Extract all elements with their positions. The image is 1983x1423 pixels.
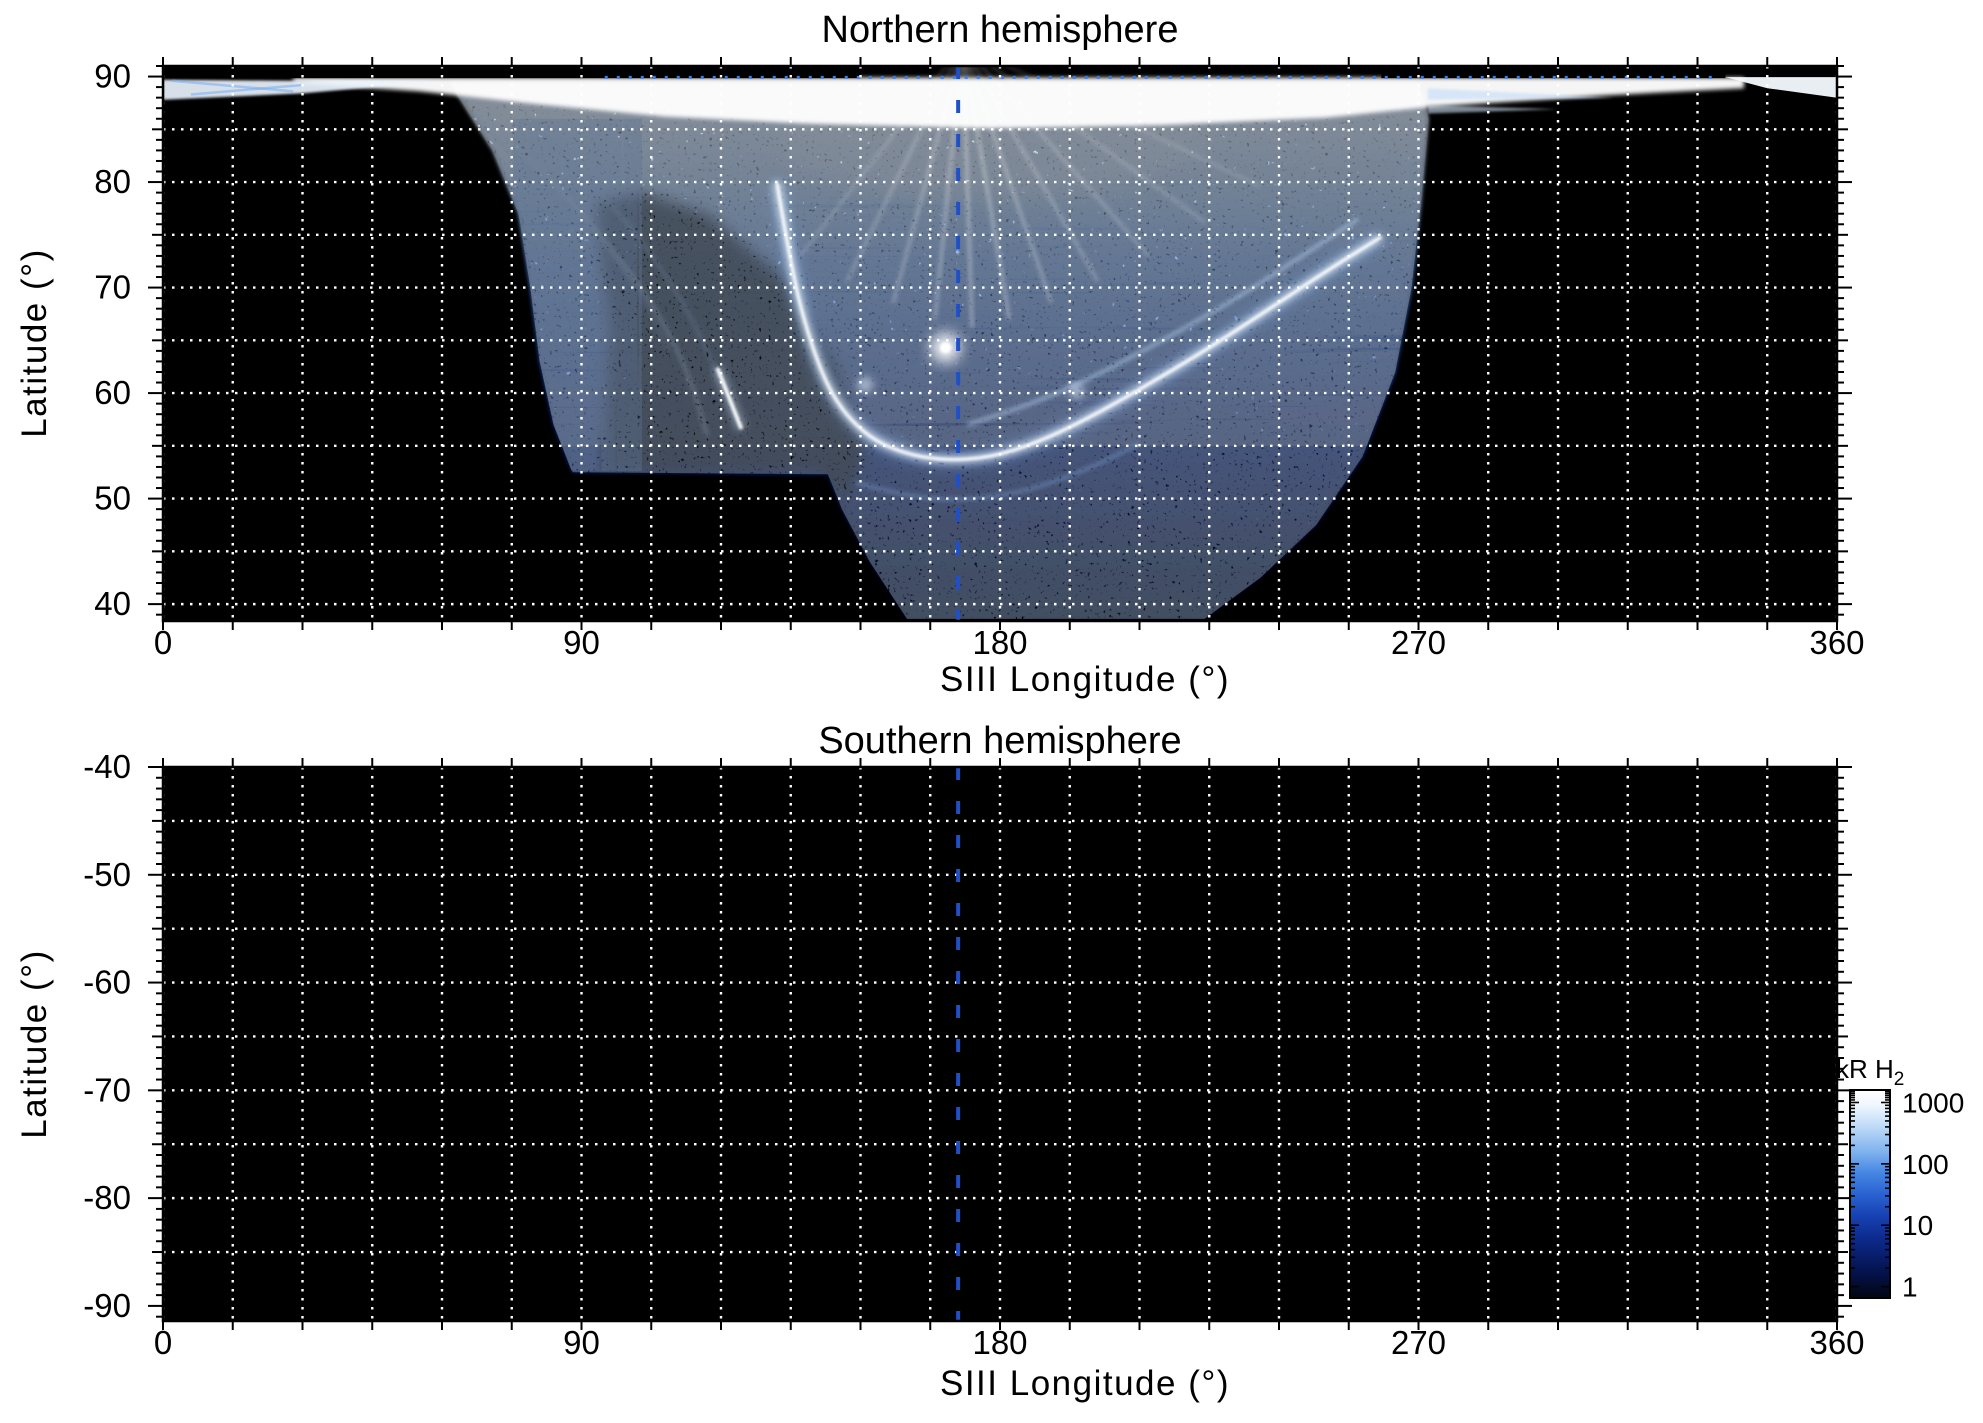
y-tick-label: -60: [83, 964, 131, 1001]
north-y-axis-title: Latitude (°): [15, 248, 54, 438]
y-tick-label: -40: [83, 748, 131, 785]
x-tick-label: 360: [1809, 624, 1864, 661]
x-tick-label: 180: [972, 624, 1027, 661]
y-tick-label: 70: [94, 269, 131, 306]
axis-ticks: [148, 57, 1852, 630]
north-x-axis-title: SIII Longitude (°): [940, 660, 1230, 699]
south-x-axis-title: SIII Longitude (°): [940, 1364, 1230, 1403]
chart-render-layer: 0 90 180 270 360 90 80 70 60 50 40 0 90 180 270 360 -40 -…: [83, 57, 1964, 1361]
y-tick-label: 60: [94, 374, 131, 411]
tick-labels: 0 90 180 270 360 -40 -50 -60 -70 -80 -90: [83, 748, 1864, 1361]
south-panel-title: Southern hemisphere: [818, 720, 1181, 762]
x-tick-label: 0: [154, 1324, 172, 1361]
x-tick-label: 270: [1391, 624, 1446, 661]
y-tick-label: 80: [94, 163, 131, 200]
grid-lines: [163, 767, 1837, 1321]
colorbar-tick-label: 1: [1902, 1272, 1918, 1303]
north-panel-title: Northern hemisphere: [822, 9, 1179, 51]
colorbar-gradient: [1850, 1090, 1890, 1298]
x-tick-label: 0: [154, 624, 172, 661]
axis-ticks: [148, 758, 1852, 1330]
y-tick-label: -90: [83, 1287, 131, 1324]
x-tick-label: 360: [1809, 1324, 1864, 1361]
y-tick-label: -70: [83, 1071, 131, 1108]
south-y-axis-title: Latitude (°): [15, 949, 54, 1139]
x-tick-label: 90: [563, 1324, 600, 1361]
colorbar: 1000 100 10 1: [1849, 1087, 1964, 1303]
colorbar-unit-label: kR H2: [1836, 1054, 1904, 1090]
y-tick-label: 50: [94, 480, 131, 517]
y-tick-label: 90: [94, 58, 131, 95]
panel-north: 0 90 180 270 360 90 80 70 60 50 40: [94, 57, 1865, 661]
y-tick-label: -50: [83, 856, 131, 893]
colorbar-tick-label: 100: [1902, 1149, 1949, 1180]
tick-labels: 0 90 180 270 360 90 80 70 60 50 40: [94, 58, 1864, 661]
panel-south: 0 90 180 270 360 -40 -50 -60 -70 -80 -90: [83, 748, 1864, 1361]
x-tick-label: 270: [1391, 1324, 1446, 1361]
x-tick-label: 180: [972, 1324, 1027, 1361]
grid-lines: [163, 66, 1837, 621]
y-tick-label: 40: [94, 585, 131, 622]
colorbar-tick-label: 10: [1902, 1210, 1933, 1241]
y-tick-label: -80: [83, 1179, 131, 1216]
colorbar-tick-label: 1000: [1902, 1087, 1964, 1118]
x-tick-label: 90: [563, 624, 600, 661]
